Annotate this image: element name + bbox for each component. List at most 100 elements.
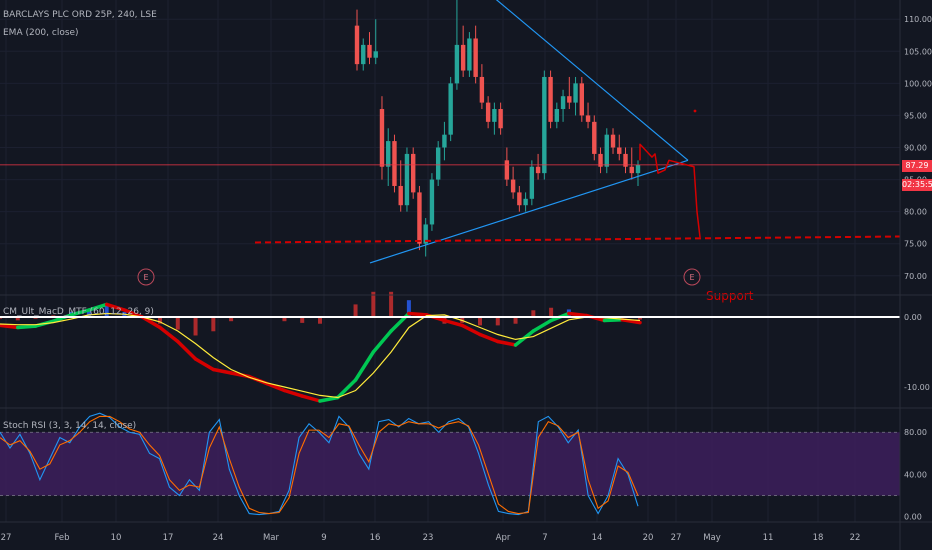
x-tick-label: 17 — [163, 533, 174, 543]
macd-line-segment — [16, 324, 38, 330]
candle-body — [460, 44, 466, 71]
y-tick-label: 95.00 — [904, 111, 927, 120]
candle-body — [585, 115, 591, 122]
candle-body — [442, 134, 447, 148]
macd-line-segment — [122, 308, 144, 319]
candle-body — [367, 44, 372, 58]
y-tick-label: 40.00 — [904, 470, 927, 479]
x-tick-label: Mar — [263, 533, 280, 543]
x-tick-label: Apr — [496, 533, 511, 543]
macd-line-segment — [104, 302, 127, 312]
x-tick-label: 9 — [321, 533, 326, 543]
x-tick-label: 22 — [850, 533, 861, 543]
x-tick-label: 23 — [423, 533, 434, 543]
x-tick-label: 24 — [213, 533, 224, 543]
macd-histogram-bar — [406, 300, 411, 317]
macd-line-segment — [318, 395, 340, 403]
candle-body — [548, 76, 553, 122]
earnings-marker-label: E — [689, 273, 694, 282]
x-tick-label: 18 — [813, 533, 824, 543]
macd-histogram-bar — [211, 317, 216, 332]
y-tick-label: 100.00 — [904, 79, 932, 88]
macd-line-segment — [300, 394, 322, 403]
macd-histogram-bar — [229, 317, 234, 322]
candle-body — [579, 83, 584, 116]
macd-line-segment — [371, 329, 393, 354]
candle-body — [492, 109, 497, 122]
macd-histogram-bar — [175, 317, 180, 330]
candle-body — [598, 153, 603, 167]
macd-histogram-bar — [478, 317, 482, 326]
macd-line-segment — [407, 311, 429, 317]
candle-body — [404, 153, 410, 206]
y-tick-label: 80.00 — [904, 208, 927, 217]
candle-body — [567, 96, 572, 103]
candle-body — [629, 166, 634, 174]
candle-body — [542, 76, 547, 174]
macd-line-segment — [282, 388, 304, 398]
macd-line-segment — [0, 323, 20, 330]
macd-histogram-bar — [531, 310, 536, 317]
macd-line-segment — [264, 381, 287, 393]
macd-histogram-bar — [158, 317, 162, 324]
candle-body — [554, 109, 560, 122]
main-price-pane: E E Support — [0, 0, 901, 303]
macd-signal-line — [0, 312, 641, 399]
projection-dot — [693, 109, 697, 113]
support-annotation: Support — [706, 289, 754, 303]
candle-body — [429, 179, 435, 225]
candle-body — [623, 153, 628, 167]
earnings-marker-label: E — [143, 273, 148, 282]
macd-line-segment — [353, 350, 376, 382]
candle-body — [467, 38, 472, 71]
macd-line-segment — [176, 339, 198, 361]
macd-line-segment — [531, 318, 553, 333]
stoch-d-line — [0, 415, 639, 515]
macd-line-segment — [478, 332, 500, 344]
x-tick-label: 11 — [763, 533, 774, 543]
macd-line-segment — [567, 311, 589, 318]
x-tick-label: May — [703, 533, 721, 543]
candle-body — [560, 96, 566, 110]
candle-body — [479, 76, 485, 103]
ema-legend[interactable]: EMA (200, close) — [3, 28, 79, 38]
main-series-legend[interactable]: BARCLAYS PLC ORD 25P, 240, LSE — [3, 10, 157, 20]
macd-histogram-bar — [193, 317, 198, 336]
candle-body — [398, 185, 403, 206]
candle-body — [504, 160, 510, 180]
candle-body — [510, 179, 516, 193]
macd-histogram-bar — [602, 317, 607, 321]
macd-legend[interactable]: CM_Ult_MacD_MTF (60, 12, 26, 9) — [3, 307, 154, 317]
macd-histogram-bar — [104, 306, 109, 317]
candle-body — [454, 44, 460, 84]
candle-body — [592, 121, 597, 154]
stoch-rsi-band — [0, 432, 900, 496]
y-tick-label: 70.00 — [904, 272, 927, 281]
macd-line-segment — [602, 318, 624, 323]
macd-histogram-bar — [549, 307, 554, 317]
y-tick-label: 110.00 — [904, 15, 932, 24]
stoch-rsi-legend[interactable]: Stoch RSI (3, 3, 14, 14, close) — [3, 421, 137, 431]
macd-line-segment — [460, 323, 482, 337]
candle-body — [635, 164, 641, 174]
candle-body — [573, 83, 578, 103]
candle-body — [535, 166, 541, 174]
y-tick-label: 0.00 — [904, 313, 922, 322]
macd-line-segment — [442, 318, 464, 328]
candle-body — [379, 109, 385, 167]
macd-line-segment — [51, 313, 73, 323]
macd-histogram-bar — [495, 317, 500, 326]
macd-histogram-bar — [86, 311, 91, 317]
macd-line-segment — [69, 308, 91, 317]
macd-line-segment — [211, 367, 233, 375]
macd-histogram-bar — [389, 291, 394, 317]
candle-body — [373, 51, 378, 58]
candle-body — [604, 134, 609, 167]
x-tick-label: 27 — [1, 533, 12, 543]
macd-line-segment — [620, 318, 642, 325]
bar-countdown-tag: 02:35:59 — [902, 179, 932, 191]
x-tick-label: 20 — [643, 533, 654, 543]
x-tick-label: Feb — [54, 533, 69, 543]
macd-histogram-bar — [15, 317, 20, 321]
